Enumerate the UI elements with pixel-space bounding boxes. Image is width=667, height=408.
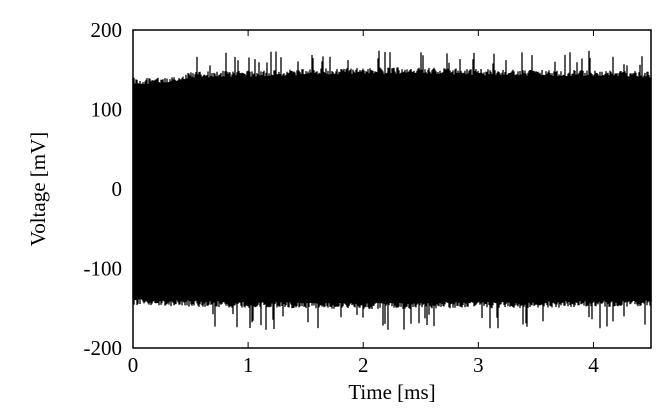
x-axis-title: Time [ms]: [348, 380, 435, 404]
y-axis: -200 -100 0 100 200: [84, 18, 651, 360]
x-tick-label: 2: [358, 353, 369, 377]
y-tick-label: -100: [84, 257, 123, 281]
y-axis-title: Voltage [mV]: [26, 132, 50, 247]
y-tick-label: 200: [91, 18, 123, 42]
x-tick-label: 1: [243, 353, 254, 377]
y-tick-label: -200: [84, 336, 123, 360]
plot-area: [132, 50, 652, 330]
signal-body: [132, 50, 652, 330]
x-axis: 0 1 2 3 4: [128, 30, 599, 377]
x-tick-label: 0: [128, 353, 139, 377]
x-tick-label: 4: [588, 353, 599, 377]
x-tick-label: 3: [473, 353, 484, 377]
y-tick-label: 100: [91, 98, 123, 122]
y-tick-label: 0: [112, 177, 123, 201]
